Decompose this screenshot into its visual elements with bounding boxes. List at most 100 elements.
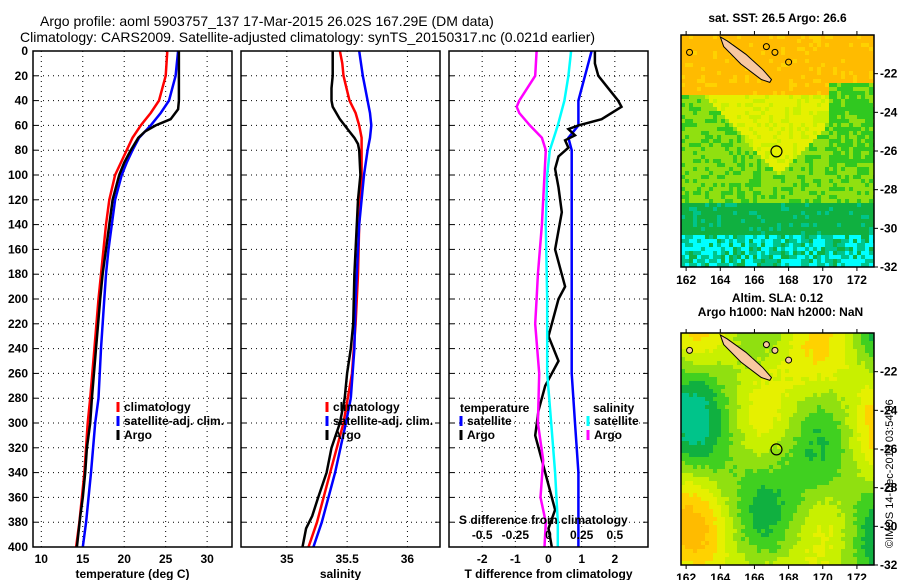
heatmap-cell xyxy=(753,433,757,437)
heatmap-cell xyxy=(821,461,825,465)
heatmap-cell xyxy=(689,99,693,103)
heatmap-cell xyxy=(869,349,873,353)
heatmap-cell xyxy=(801,461,805,465)
heatmap-cell xyxy=(793,71,797,75)
heatmap-cell xyxy=(813,123,817,127)
heatmap-cell xyxy=(765,453,769,457)
heatmap-cell xyxy=(753,373,757,377)
heatmap-cell xyxy=(833,393,837,397)
xaxis-label: T difference from climatology xyxy=(464,567,632,580)
heatmap-cell xyxy=(793,127,797,131)
heatmap-cell xyxy=(781,389,785,393)
heatmap-cell xyxy=(781,215,785,219)
heatmap-cell xyxy=(777,449,781,453)
heatmap-cell xyxy=(721,51,725,55)
heatmap-cell xyxy=(701,457,705,461)
heatmap-cell xyxy=(773,469,777,473)
heatmap-cell xyxy=(773,413,777,417)
heatmap-cell xyxy=(829,143,833,147)
heatmap-cell xyxy=(705,247,709,251)
heatmap-cell xyxy=(709,441,713,445)
heatmap-cell xyxy=(805,337,809,341)
heatmap-cell xyxy=(737,115,741,119)
heatmap-cell xyxy=(733,365,737,369)
heatmap-cell xyxy=(809,83,813,87)
heatmap-cell xyxy=(769,369,773,373)
heatmap-cell xyxy=(689,79,693,83)
heatmap-cell xyxy=(761,441,765,445)
heatmap-cell xyxy=(777,357,781,361)
heatmap-cell xyxy=(821,449,825,453)
heatmap-cell xyxy=(865,135,869,139)
heatmap-cell xyxy=(693,465,697,469)
heatmap-cell xyxy=(765,461,769,465)
heatmap-cell xyxy=(853,461,857,465)
heatmap-cell xyxy=(749,183,753,187)
heatmap-cell xyxy=(729,115,733,119)
heatmap-cell xyxy=(725,377,729,381)
heatmap-cell xyxy=(749,187,753,191)
heatmap-cell xyxy=(825,449,829,453)
heatmap-cell xyxy=(757,255,761,259)
heatmap-cell xyxy=(709,231,713,235)
heatmap-cell xyxy=(741,171,745,175)
heatmap-cell xyxy=(705,71,709,75)
heatmap-cell xyxy=(705,397,709,401)
heatmap-cell xyxy=(809,95,813,99)
heatmap-cell xyxy=(729,111,733,115)
heatmap-cell xyxy=(789,99,793,103)
heatmap-cell xyxy=(821,87,825,91)
heatmap-cell xyxy=(693,155,697,159)
heatmap-cell xyxy=(809,171,813,175)
heatmap-cell xyxy=(857,433,861,437)
heatmap-cell xyxy=(757,91,761,95)
heatmap-cell xyxy=(681,115,685,119)
heatmap-cell xyxy=(865,191,869,195)
heatmap-cell xyxy=(841,457,845,461)
heatmap-cell xyxy=(853,437,857,441)
heatmap-cell xyxy=(849,445,853,449)
heatmap-cell xyxy=(805,381,809,385)
heatmap-cell xyxy=(721,227,725,231)
heatmap-cell xyxy=(737,361,741,365)
heatmap-cell xyxy=(809,219,813,223)
heatmap-cell xyxy=(753,457,757,461)
heatmap-cell xyxy=(797,95,801,99)
heatmap-cell xyxy=(749,155,753,159)
heatmap-cell xyxy=(777,171,781,175)
heatmap-cell xyxy=(785,413,789,417)
heatmap-cell xyxy=(681,441,685,445)
heatmap-cell xyxy=(773,401,777,405)
heatmap-cell xyxy=(797,389,801,393)
heatmap-cell xyxy=(845,405,849,409)
heatmap-cell xyxy=(849,413,853,417)
heatmap-cell xyxy=(733,465,737,469)
heatmap-cell xyxy=(853,159,857,163)
heatmap-cell xyxy=(829,373,833,377)
heatmap-cell xyxy=(813,457,817,461)
heatmap-cell xyxy=(833,135,837,139)
heatmap-cell xyxy=(809,211,813,215)
heatmap-cell xyxy=(761,393,765,397)
heatmap-cell xyxy=(761,429,765,433)
heatmap-cell xyxy=(789,361,793,365)
heatmap-cell xyxy=(717,333,721,337)
heatmap-cell xyxy=(833,195,837,199)
heatmap-cell xyxy=(829,389,833,393)
heatmap-cell xyxy=(689,393,693,397)
heatmap-cell xyxy=(709,199,713,203)
heatmap-cell xyxy=(701,207,705,211)
heatmap-cell xyxy=(697,99,701,103)
heatmap-cell xyxy=(685,255,689,259)
heatmap-cell xyxy=(789,139,793,143)
heatmap-cell xyxy=(805,163,809,167)
heatmap-cell xyxy=(721,437,725,441)
heatmap-cell xyxy=(805,183,809,187)
heatmap-cell xyxy=(709,159,713,163)
heatmap-cell xyxy=(689,377,693,381)
heatmap-cell xyxy=(741,163,745,167)
heatmap-cell xyxy=(745,143,749,147)
heatmap-cell xyxy=(797,151,801,155)
heatmap-cell xyxy=(725,143,729,147)
heatmap-cell xyxy=(789,163,793,167)
